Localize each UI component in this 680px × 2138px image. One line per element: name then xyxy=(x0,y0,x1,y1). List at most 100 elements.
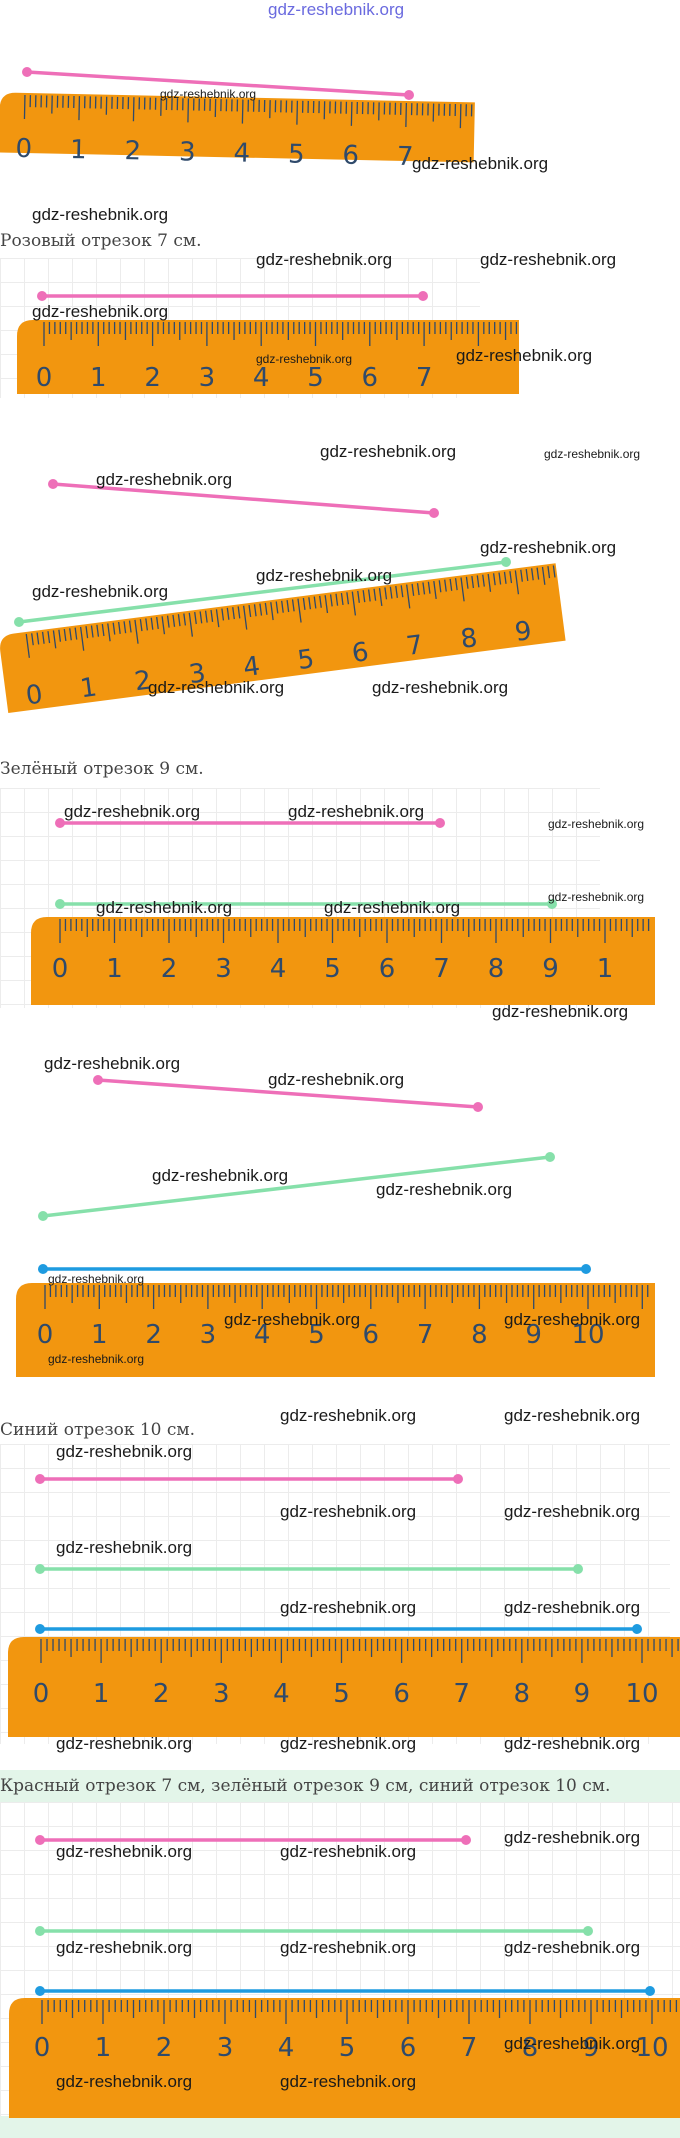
pink-segment-end-point xyxy=(473,1102,483,1112)
ruler-tick xyxy=(319,595,322,608)
ruler-tick xyxy=(253,604,257,617)
ruler-tick xyxy=(454,578,458,591)
ruler-tick xyxy=(541,566,546,585)
ruler: 0 1 2 3 4 5 6 7 8 9 10 xyxy=(8,1637,680,1737)
ruler-label: 6 xyxy=(350,637,370,669)
ruler-label: 0 xyxy=(37,1320,54,1350)
ruler-label: 10 xyxy=(625,1679,658,1709)
ruler-label: 3 xyxy=(215,954,232,984)
ruler-label: 4 xyxy=(233,138,250,168)
ruler-tick xyxy=(395,585,398,598)
ruler-label: 0 xyxy=(24,680,44,712)
watermark: gdz-reshebnik.org xyxy=(480,250,617,269)
watermark: gdz-reshebnik.org xyxy=(504,1828,641,1847)
ruler-tick xyxy=(161,616,166,635)
ruler-tick xyxy=(427,581,431,594)
ruler-label: 8 xyxy=(471,1320,488,1350)
ruler-tick xyxy=(509,571,513,584)
ruler-label: 7 xyxy=(397,142,414,172)
ruler-tick xyxy=(350,101,353,126)
ruler-label: 8 xyxy=(514,1679,531,1709)
ruler-label: 5 xyxy=(307,363,324,393)
watermark: gdz-reshebnik.org xyxy=(148,678,285,697)
ruler-label: 2 xyxy=(153,1679,170,1709)
ruler-label: 10 xyxy=(571,1320,604,1350)
ruler-label: 4 xyxy=(273,1679,290,1709)
ruler-label: 1 xyxy=(90,363,107,393)
pink-segment-start-point xyxy=(35,1474,45,1484)
blue-segment-end-point xyxy=(632,1624,642,1634)
ruler-tick xyxy=(503,571,507,584)
watermark: gdz-reshebnik.org xyxy=(504,1598,641,1617)
ruler-tick xyxy=(117,621,121,634)
ruler-body xyxy=(0,563,566,713)
ruler: 0 1 2 3 4 5 6 7 xyxy=(17,320,519,394)
ruler-label: 2 xyxy=(133,665,153,697)
ruler-tick xyxy=(90,625,94,638)
ruler-tick xyxy=(416,583,420,596)
ruler-tick xyxy=(199,611,203,624)
blue-segment-end-point xyxy=(581,1264,591,1274)
ruler-tick xyxy=(422,582,426,595)
watermark: gdz-reshebnik.org xyxy=(224,1310,361,1329)
ruler-tick xyxy=(281,600,284,613)
watermark: gdz-reshebnik.org xyxy=(280,1406,417,1425)
watermark: gdz-reshebnik.org xyxy=(280,1734,417,1753)
pink-segment-end-point xyxy=(418,291,428,301)
watermark: gdz-reshebnik.org xyxy=(492,1002,629,1021)
green-segment-end-point xyxy=(583,1926,593,1936)
ruler-tick xyxy=(242,605,248,630)
ruler-tick xyxy=(74,627,78,640)
watermark: gdz-reshebnik.org xyxy=(56,1734,193,1753)
green-segment-start-point xyxy=(55,899,65,909)
ruler: 0 1 2 3 4 5 6 7 8 9 10 xyxy=(9,1998,680,2118)
ruler-tick xyxy=(324,595,329,614)
ruler-body xyxy=(31,917,655,1005)
ruler-tick xyxy=(112,622,116,635)
ruler-label: 7 xyxy=(416,363,433,393)
pink-segment-end-point xyxy=(404,90,414,100)
ruler-tick xyxy=(346,592,350,605)
watermark: gdz-reshebnik.org xyxy=(480,538,617,557)
ruler: 0 1 2 3 4 5 6 7 8 9 10 xyxy=(16,1283,655,1377)
watermark: gdz-reshebnik.org xyxy=(372,678,509,697)
ruler-tick xyxy=(270,602,274,621)
ruler-tick xyxy=(302,597,306,610)
ruler-tick xyxy=(492,573,496,586)
watermark: gdz-reshebnik.org xyxy=(56,1938,193,1957)
caption-summary: Красный отрезок 7 см, зелёный отрезок 9 … xyxy=(0,1776,611,1796)
watermark: gdz-reshebnik.org xyxy=(268,1070,405,1089)
ruler-label: 0 xyxy=(36,363,53,393)
ruler-tick xyxy=(547,566,551,579)
watermark: gdz-reshebnik.org xyxy=(32,302,169,321)
ruler-tick xyxy=(411,583,415,596)
green-segment-end-point xyxy=(573,1564,583,1574)
ruler-tick xyxy=(134,619,139,644)
ruler-tick xyxy=(204,610,208,623)
ruler-body xyxy=(8,1637,680,1737)
ruler-tick xyxy=(308,597,312,610)
ruler-tick xyxy=(297,598,302,623)
watermark: gdz-reshebnik.org xyxy=(412,154,549,173)
ruler-label: 2 xyxy=(156,2033,173,2063)
watermark: gdz-reshebnik.org xyxy=(64,802,201,821)
ruler-tick xyxy=(498,572,502,585)
ruler-tick xyxy=(232,607,235,620)
ruler-label: 9 xyxy=(542,954,559,984)
ruler-tick xyxy=(362,590,366,603)
ruler-tick xyxy=(313,596,317,609)
ruler-tick xyxy=(172,614,176,627)
ruler-label: 4 xyxy=(241,651,261,683)
ruler-tick xyxy=(520,569,523,582)
watermark: gdz-reshebnik.org xyxy=(324,898,461,917)
ruler-tick xyxy=(226,607,230,620)
ruler-tick xyxy=(194,612,197,625)
ruler-tick xyxy=(340,592,344,606)
ruler-label: 10 xyxy=(635,2033,668,2063)
blue-segment-start-point xyxy=(35,1624,45,1634)
ruler-tick xyxy=(107,623,111,642)
ruler-body xyxy=(17,320,519,394)
ruler-label: 5 xyxy=(339,2033,356,2063)
ruler-label: 5 xyxy=(296,644,316,676)
ruler-tick xyxy=(357,590,360,603)
